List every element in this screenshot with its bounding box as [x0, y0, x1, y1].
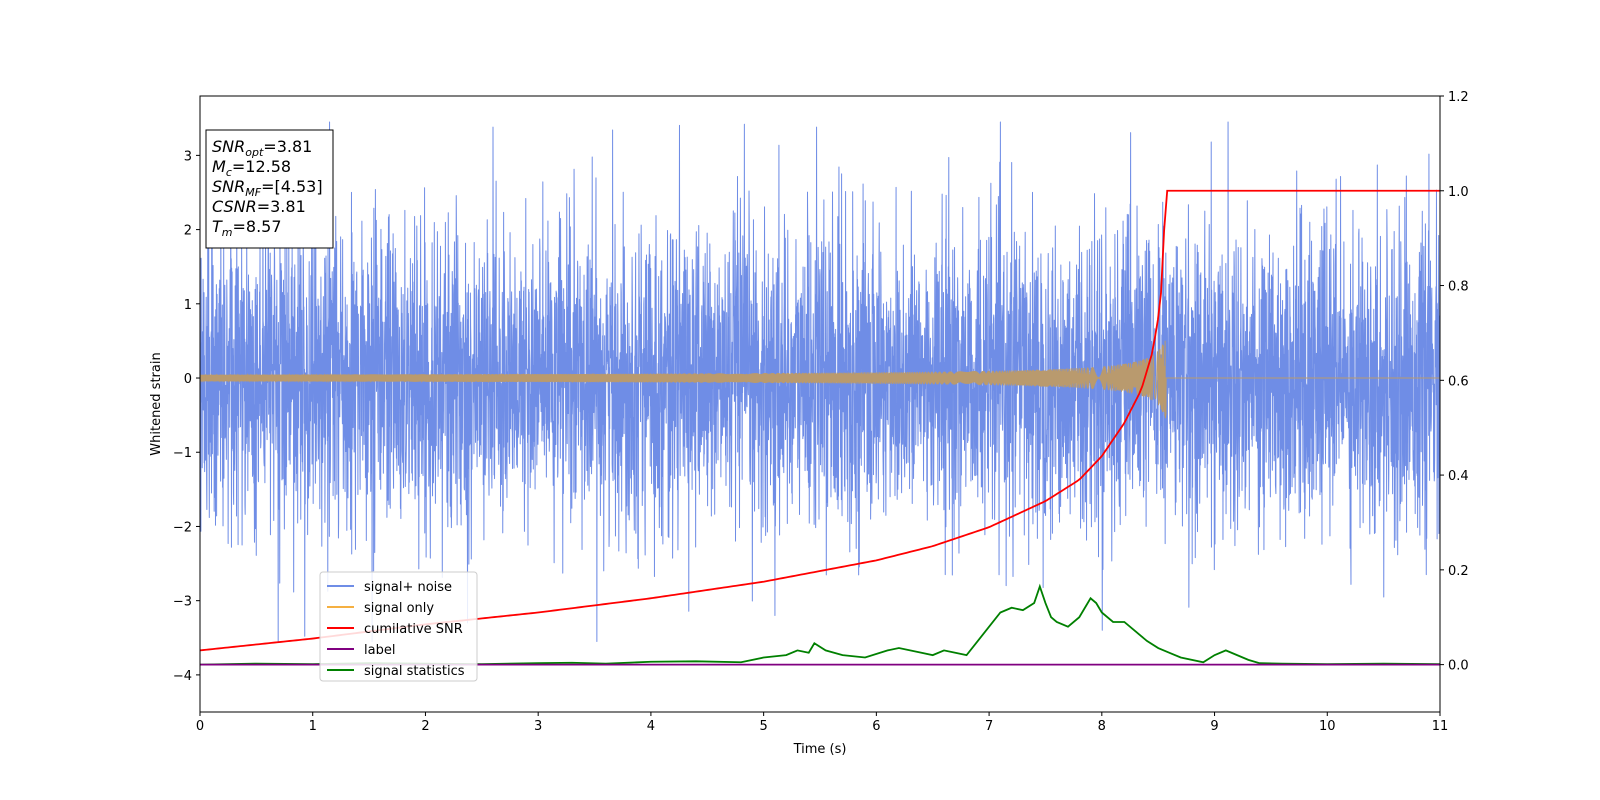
legend-frame: [319, 571, 478, 682]
x-tick-label: 4: [647, 719, 655, 734]
x-tick-label: 2: [421, 719, 429, 734]
x-tick-label: 11: [1432, 719, 1449, 734]
annotation-line: SNRMF=[4.53]: [212, 177, 323, 199]
y-left-tick-label: 3: [184, 149, 192, 164]
y-axis-left: −4 −3 −2 −1 0 1 2 3: [173, 149, 200, 684]
y-right-tick-label: 1.2: [1448, 90, 1469, 105]
x-tick-label: 5: [759, 719, 767, 734]
x-tick-label: 1: [309, 719, 317, 734]
y-right-tick-label: 0.8: [1448, 280, 1469, 295]
x-tick-label: 7: [985, 719, 993, 734]
annotation-line: CSNR=3.81: [212, 197, 306, 216]
x-tick-label: 3: [534, 719, 542, 734]
y-left-tick-label: −1: [173, 446, 192, 461]
y-axis-label: Whitened strain: [149, 352, 164, 455]
legend: signal+ noise signal only cumilative SNR la…: [319, 571, 478, 682]
x-tick-label: 10: [1319, 719, 1336, 734]
x-axis-label: Time (s): [793, 742, 847, 757]
series-signal-statistics: [200, 583, 1440, 666]
annotation-line: SNRopt=3.81: [212, 137, 312, 159]
legend-label: signal+ noise: [364, 580, 452, 595]
y-right-tick-label: 0.6: [1448, 374, 1469, 389]
y-left-tick-label: −3: [173, 595, 192, 610]
y-left-tick-label: 0: [184, 372, 192, 387]
series-signal-only: [200, 340, 1440, 419]
legend-label: signal statistics: [364, 664, 465, 679]
y-right-tick-label: 0.4: [1448, 469, 1469, 484]
y-right-tick-label: 0.0: [1448, 659, 1469, 674]
legend-label: cumilative SNR: [364, 622, 463, 637]
y-right-tick-label: 1.0: [1448, 185, 1469, 200]
x-axis: 0 1 2 3 4 5 6 7 8 9 10 11: [196, 712, 1448, 734]
x-tick-label: 0: [196, 719, 204, 734]
plot-frame: [199, 95, 1441, 713]
annotation-box: SNRopt=3.81Mc=12.58SNRMF=[4.53]CSNR=3.81…: [205, 129, 334, 249]
legend-label: label: [364, 643, 395, 658]
annotation-line: Tm=8.57: [212, 217, 282, 239]
y-left-tick-label: −4: [173, 669, 192, 684]
series-signal-noise: [200, 121, 1440, 642]
annotation-line: Mc=12.58: [212, 157, 291, 179]
legend-label: signal only: [364, 601, 434, 616]
y-left-tick-label: −2: [173, 520, 192, 535]
y-right-tick-label: 0.2: [1448, 564, 1469, 579]
y-left-tick-label: 2: [184, 224, 192, 239]
y-left-tick-label: 1: [184, 298, 192, 313]
x-tick-label: 6: [872, 719, 880, 734]
x-tick-label: 9: [1210, 719, 1218, 734]
x-tick-label: 8: [1098, 719, 1106, 734]
y-axis-right: 0.0 0.2 0.4 0.6 0.8 1.0 1.2: [1440, 90, 1469, 674]
